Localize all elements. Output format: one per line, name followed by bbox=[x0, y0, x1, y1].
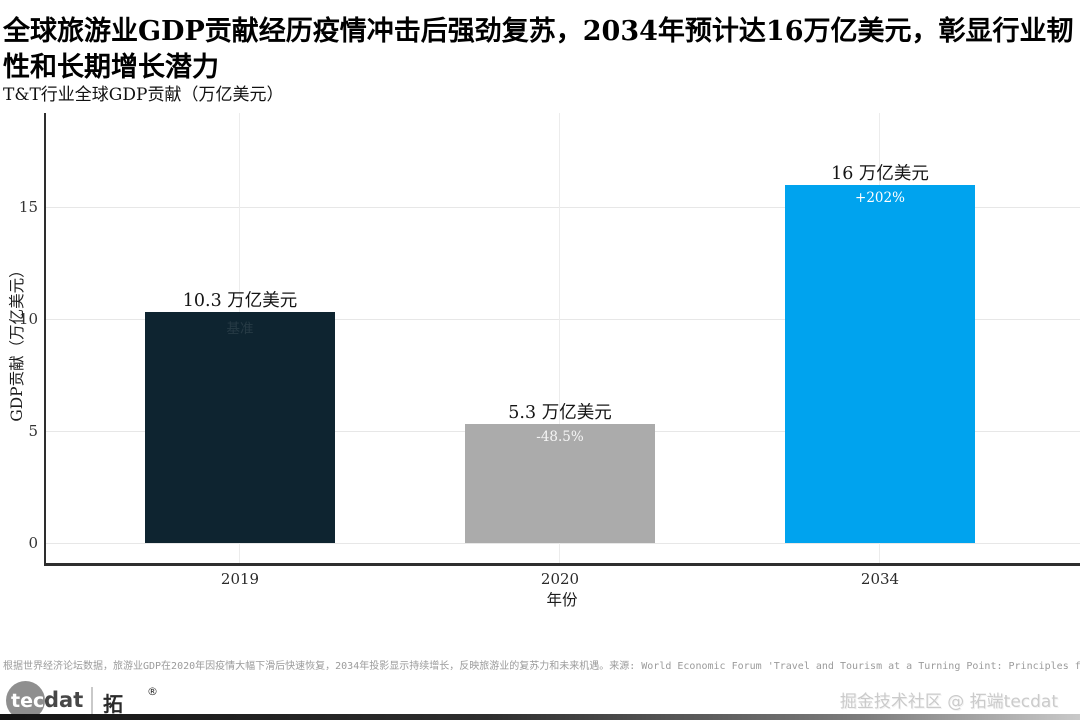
bar-2034 bbox=[785, 185, 975, 543]
y-gridline bbox=[46, 207, 1080, 208]
page-title: 全球旅游业GDP贡献经历疫情冲击后强劲复苏，2034年预计达16万亿美元，彰显行… bbox=[3, 16, 1074, 83]
tecdat-logo-brand: 拓端 bbox=[103, 692, 123, 716]
x-tick-label: 2034 bbox=[860, 570, 900, 588]
y-tick-label: 0 bbox=[28, 534, 38, 552]
bar-2020 bbox=[465, 424, 655, 543]
tecdat-logo-dat: dat bbox=[44, 688, 84, 712]
bar-change-annotation: 基准 bbox=[226, 321, 254, 337]
chart-subtitle: T&T行业全球GDP贡献（万亿美元） bbox=[3, 85, 284, 105]
x-tick-label: 2019 bbox=[220, 570, 260, 588]
community-credit: 掘金技术社区 @ 拓端tecdat bbox=[839, 692, 1058, 712]
x-axis-title: 年份 bbox=[546, 591, 578, 609]
y-tick-label: 5 bbox=[28, 422, 38, 440]
bar-2019 bbox=[145, 312, 335, 543]
bar-value-label: 16 万亿美元 bbox=[831, 164, 929, 184]
bar-value-label: 5.3 万亿美元 bbox=[508, 403, 612, 423]
bar-change-annotation: +202% bbox=[855, 190, 905, 206]
y-gridline bbox=[46, 543, 1080, 544]
y-axis-title: GDP贡献（万亿美元） bbox=[8, 262, 26, 422]
logo-divider bbox=[91, 687, 93, 714]
y-gridline bbox=[46, 319, 1080, 320]
bar-change-annotation: -48.5% bbox=[536, 429, 584, 445]
y-tick-label: 10 bbox=[18, 310, 38, 328]
y-tick-label: 15 bbox=[18, 198, 38, 216]
x-gridline bbox=[559, 113, 560, 564]
y-axis-line bbox=[44, 113, 46, 565]
tecdat-logo-circle bbox=[6, 681, 45, 720]
x-axis-line bbox=[44, 563, 1080, 566]
registered-mark-icon: ® bbox=[147, 685, 158, 698]
bottom-gradient-bar bbox=[0, 714, 1080, 720]
x-tick-label: 2020 bbox=[540, 570, 580, 588]
source-note: 根据世界经济论坛数据，旅游业GDP在2020年因疫情大幅下滑后快速恢复，2034… bbox=[3, 661, 1080, 672]
tecdat-logo-tec: tec bbox=[11, 690, 45, 712]
bar-value-label: 10.3 万亿美元 bbox=[182, 291, 298, 311]
